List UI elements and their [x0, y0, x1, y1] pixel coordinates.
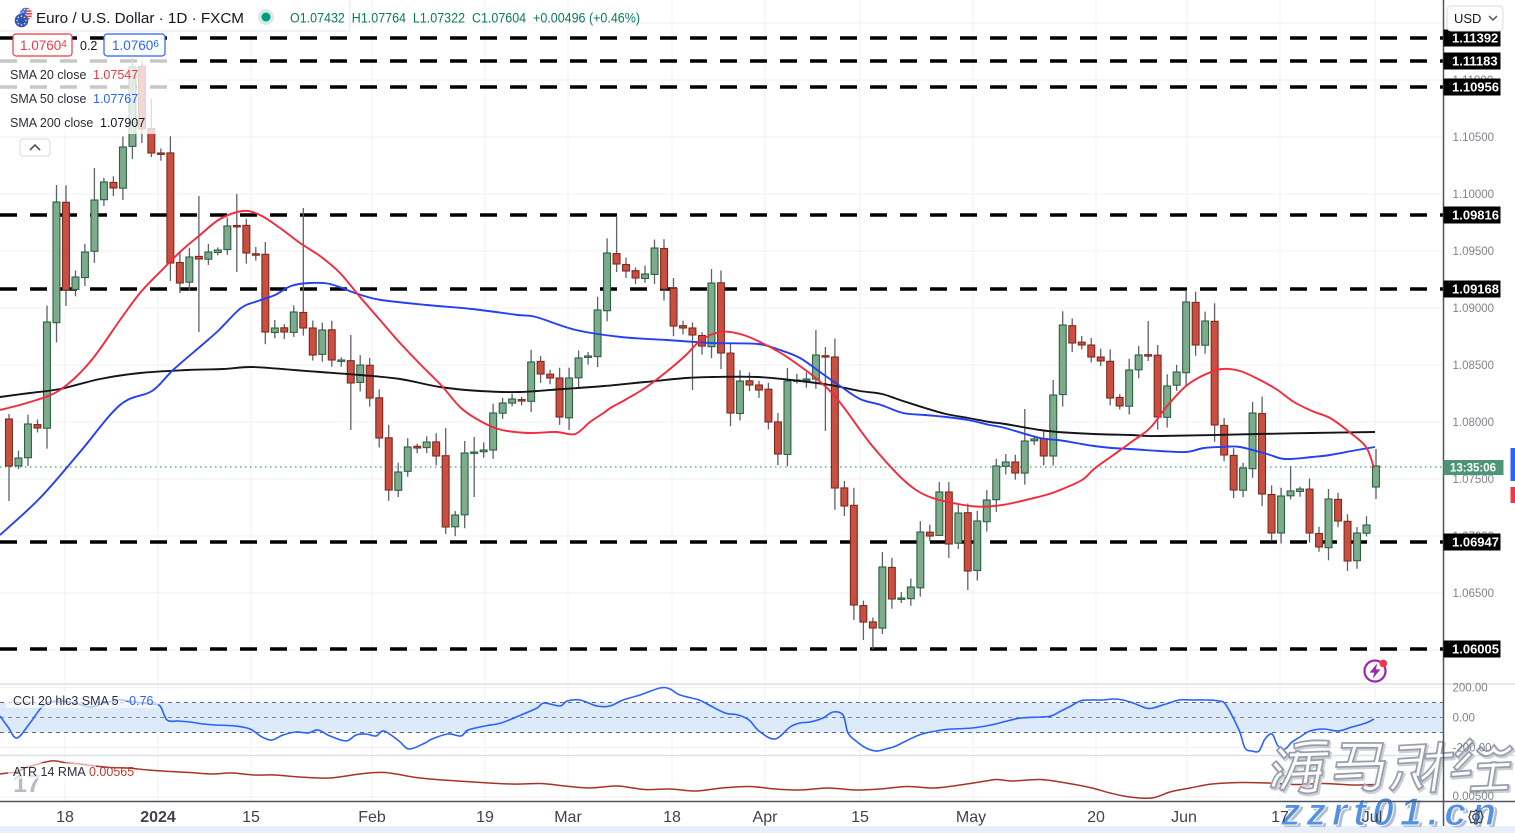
svg-text:1.08000: 1.08000	[1453, 417, 1495, 429]
svg-text:SMA 200 close: SMA 200 close	[10, 116, 93, 130]
svg-text:CCI 20 hlc3 SMA 5: CCI 20 hlc3 SMA 5	[13, 694, 119, 708]
svg-text:1.06500: 1.06500	[1453, 588, 1495, 600]
svg-text:1.09000: 1.09000	[1453, 303, 1495, 315]
svg-text:15: 15	[242, 809, 260, 826]
svg-text:1.06005: 1.06005	[1452, 642, 1499, 657]
svg-text:1.10956: 1.10956	[1452, 80, 1499, 95]
svg-text:1.10500: 1.10500	[1453, 132, 1495, 144]
svg-text:1.07604: 1.07604	[20, 38, 67, 53]
svg-text:1.09816: 1.09816	[1452, 208, 1499, 223]
svg-text:May: May	[956, 809, 986, 826]
svg-text:1.07547: 1.07547	[93, 68, 138, 82]
svg-text:1.08500: 1.08500	[1453, 360, 1495, 372]
svg-text:13:35:06: 13:35:06	[1450, 463, 1496, 475]
svg-text:2024: 2024	[140, 809, 176, 826]
svg-text:1.09168: 1.09168	[1452, 282, 1499, 297]
svg-text:Mar: Mar	[554, 809, 582, 826]
svg-text:1.07907: 1.07907	[100, 116, 145, 130]
svg-text:1.07500: 1.07500	[1453, 474, 1495, 486]
svg-text:-200.00: -200.00	[1453, 743, 1492, 755]
svg-text:0.00565: 0.00565	[89, 765, 134, 779]
svg-text:17: 17	[1271, 809, 1289, 826]
svg-text:1.07767: 1.07767	[93, 92, 138, 106]
svg-text:1.07606: 1.07606	[112, 38, 159, 53]
svg-text:Jun: Jun	[1171, 809, 1197, 826]
svg-text:1.06947: 1.06947	[1452, 535, 1499, 550]
svg-text:15: 15	[851, 809, 869, 826]
svg-text:Apr: Apr	[753, 809, 779, 826]
svg-text:18: 18	[56, 809, 74, 826]
svg-text:Jul: Jul	[1362, 809, 1382, 826]
svg-text:O1.07432 H1.07764 L1.07322: O1.07432 H1.07764 L1.07322 C1.07604 +0.0…	[290, 11, 640, 26]
svg-text:20: 20	[1087, 809, 1105, 826]
svg-text:200.00: 200.00	[1453, 683, 1488, 695]
svg-text:0.00: 0.00	[1453, 713, 1475, 725]
svg-text:ATR 14 RMA: ATR 14 RMA	[13, 765, 86, 779]
svg-text:-0.76: -0.76	[125, 694, 154, 708]
svg-text:1.11183: 1.11183	[1452, 54, 1498, 69]
svg-text:Euro / U.S. Dollar · 1D · FXCM: Euro / U.S. Dollar · 1D · FXCM	[36, 10, 244, 27]
svg-text:0.00500: 0.00500	[1453, 791, 1495, 803]
svg-text:Feb: Feb	[358, 809, 386, 826]
svg-text:USD: USD	[1454, 11, 1481, 26]
svg-text:SMA 20 close: SMA 20 close	[10, 68, 86, 82]
svg-text:1.10000: 1.10000	[1453, 189, 1495, 201]
svg-text:1.11392: 1.11392	[1452, 31, 1498, 46]
svg-text:1.09500: 1.09500	[1453, 246, 1495, 258]
svg-text:19: 19	[476, 809, 494, 826]
svg-text:18: 18	[663, 809, 681, 826]
svg-text:SMA 50 close: SMA 50 close	[10, 92, 86, 106]
svg-text:0.2: 0.2	[80, 39, 97, 53]
